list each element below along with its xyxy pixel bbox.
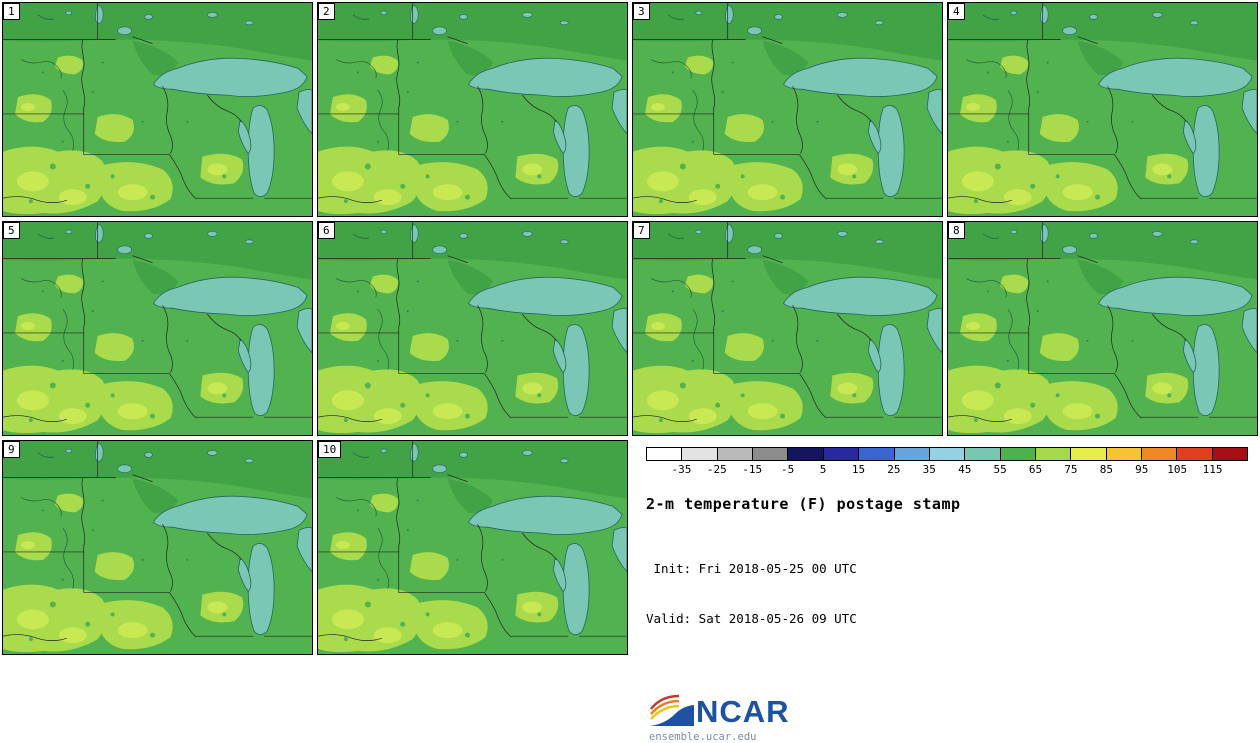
- member-number: 5: [3, 222, 20, 239]
- temperature-map: [948, 3, 1257, 216]
- colorbar-segment: [929, 448, 966, 460]
- ensemble-member-panel-8: 8: [947, 221, 1258, 436]
- colorbar-tick-label: 45: [958, 463, 972, 476]
- colorbar-segment: [753, 448, 789, 460]
- colorbar-tick-label: 85: [1099, 463, 1113, 476]
- colorbar-segment: [1142, 448, 1178, 460]
- init-time: Init: Fri 2018-05-25 00 UTC: [646, 560, 857, 576]
- colorbar-tick-label: -25: [706, 463, 727, 476]
- colorbar-tick-label: 115: [1202, 463, 1223, 476]
- colorbar-segment: [823, 448, 860, 460]
- colorbar-tick-label: 35: [922, 463, 936, 476]
- ensemble-member-panel-7: 7: [632, 221, 943, 436]
- colorbar-segment: [894, 448, 930, 460]
- colorbar-tick-label: -5: [781, 463, 795, 476]
- colorbar-ticks: -35 -25 -15 -5 5 15 25 35 45 55 65 75 85 95 105 115: [646, 461, 1248, 478]
- colorbar-segment: [1035, 448, 1072, 460]
- ncar-logo: NCAR: [648, 694, 1252, 728]
- ensemble-member-panel-2: 2: [317, 2, 628, 217]
- ensemble-member-panel-10: 10: [317, 440, 628, 655]
- colorbar-segment: [1071, 448, 1107, 460]
- member-number: 3: [633, 3, 650, 20]
- colorbar-tick-label: -35: [671, 463, 692, 476]
- colorbar-segment: [1177, 448, 1213, 460]
- member-number: 1: [3, 3, 20, 20]
- member-number: 6: [318, 222, 335, 239]
- plot-title: 2-m temperature (F) postage stamp: [646, 495, 961, 513]
- time-info: Init: Fri 2018-05-25 00 UTC Valid: Sat 2…: [646, 527, 1252, 662]
- colorbar-tick-label: 105: [1167, 463, 1188, 476]
- colorbar-segment: [1106, 448, 1143, 460]
- temperature-map: [633, 222, 942, 435]
- ncar-logo-text: NCAR: [696, 693, 790, 729]
- member-number: 10: [318, 441, 342, 458]
- colorbar-tick-label: 55: [993, 463, 1007, 476]
- temperature-map: [3, 222, 312, 435]
- colorbar-tick-label: 65: [1028, 463, 1043, 476]
- ensemble-member-panel-1: 1: [2, 2, 313, 217]
- ensemble-member-panel-6: 6: [317, 221, 628, 436]
- colorbar-segment: [859, 448, 895, 460]
- legend-area: -35 -25 -15 -5 5 15 25 35 45 55 65 75 85 95 105 115 2-m…: [632, 440, 1258, 743]
- colorbar-segment: [682, 448, 718, 460]
- member-number: 2: [318, 3, 335, 20]
- colorbar-tick-label: -15: [742, 463, 763, 476]
- site-url: ensemble.ucar.edu: [649, 731, 757, 743]
- ensemble-member-panel-9: 9: [2, 440, 313, 655]
- colorbar-segment: [717, 448, 754, 460]
- colorbar-segment: [647, 448, 683, 460]
- colorbar-tick-label: 95: [1135, 463, 1149, 476]
- temperature-map: [318, 3, 627, 216]
- valid-time: Valid: Sat 2018-05-26 09 UTC: [646, 611, 857, 627]
- temperature-map: [3, 3, 312, 216]
- colorbar-segment: [965, 448, 1001, 460]
- temperature-map: [3, 441, 312, 654]
- temperature-map: [318, 441, 627, 654]
- ncar-swoosh-icon: [650, 694, 694, 726]
- member-number: 4: [948, 3, 965, 20]
- colorbar-tick-label: 15: [851, 463, 866, 476]
- colorbar-tick-label: 5: [819, 463, 827, 476]
- member-number: 8: [948, 222, 965, 239]
- member-number: 7: [633, 222, 650, 239]
- temperature-map: [948, 222, 1257, 435]
- ensemble-member-panel-4: 4: [947, 2, 1258, 217]
- ensemble-member-panel-5: 5: [2, 221, 313, 436]
- ensemble-member-panel-3: 3: [632, 2, 943, 217]
- temperature-map: [633, 3, 942, 216]
- colorbar-segment: [1000, 448, 1036, 460]
- colorbar-tick-label: 25: [887, 463, 901, 476]
- colorbar-tick-label: 75: [1064, 463, 1078, 476]
- colorbar-segment: [1212, 448, 1248, 460]
- colorbar: [646, 447, 1248, 461]
- temperature-map: [318, 222, 627, 435]
- colorbar-segment: [788, 448, 824, 460]
- member-number: 9: [3, 441, 20, 458]
